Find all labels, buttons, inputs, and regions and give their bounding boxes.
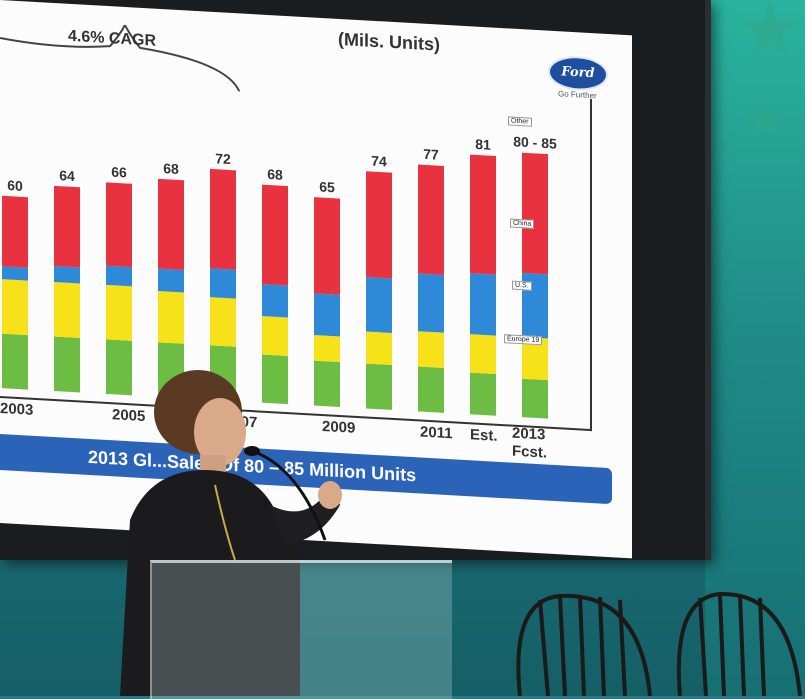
bar-total-label: 64: [59, 167, 75, 184]
bar-segment-u-s-: [314, 335, 340, 363]
bar-segment-u-s-: [106, 284, 132, 341]
bar-segment-china: [158, 268, 184, 293]
bar-segment-europe-19: [418, 366, 444, 413]
bar-segment-u-s-: [418, 331, 444, 368]
bar-segment-other: [366, 171, 392, 279]
bar-segment-europe-19: [106, 339, 132, 396]
bar-total-label: 81: [475, 136, 491, 153]
display-screen: (Mils. Units) 4.6% CAGR Ford Go Further …: [0, 0, 711, 560]
bar-segment-china: [262, 284, 288, 318]
bar-segment-europe-19: [522, 378, 548, 419]
bar-segment-china: [2, 266, 28, 281]
bar-total-label: 77: [423, 146, 439, 163]
bar-segment-u-s-: [54, 282, 80, 338]
bar-total-label: 68: [267, 166, 283, 183]
bar-segment-u-s-: [158, 291, 184, 344]
bar-segment-europe-19: [262, 354, 288, 405]
bar-segment-china: [210, 268, 236, 299]
bar-total-label: 66: [111, 164, 127, 181]
bar-segment-u-s-: [366, 331, 392, 366]
bar-segment-europe-19: [366, 363, 392, 410]
bar-segment-other: [158, 178, 184, 271]
bar-segment-u-s-: [522, 337, 548, 381]
bar-segment-other: [2, 195, 28, 268]
bar-segment-u-s-: [210, 297, 236, 347]
stacked-bar-chart: 60 64 66 68 72 68 65 74 77 81 80 - 85: [2, 133, 557, 419]
bar-segment-china: [106, 265, 132, 287]
bar-total-label: 80 - 85: [513, 133, 557, 151]
bar-total-label: 72: [215, 150, 231, 167]
bar-segment-europe-19: [470, 372, 496, 416]
bar-total-label: 60: [7, 177, 23, 194]
bar-segment-china: [314, 293, 340, 337]
glass-podium: [150, 560, 452, 699]
bar-segment-europe-19: [314, 360, 340, 408]
bar-segment-other: [522, 152, 548, 275]
bar-segment-china: [366, 277, 392, 333]
bar-segment-china: [54, 265, 80, 284]
bar-segment-other: [262, 184, 288, 286]
bar-segment-u-s-: [2, 279, 28, 336]
chart-area: 60 64 66 68 72 68 65 74 77 81 80 - 85: [0, 66, 592, 432]
bar-segment-china: [418, 273, 444, 333]
cagr-bracket: [0, 22, 241, 93]
bar-total-label: 74: [371, 153, 387, 170]
bar-segment-other: [314, 197, 340, 295]
bar-segment-other: [54, 185, 80, 268]
bar-segment-u-s-: [262, 316, 288, 357]
bar-total-label: 65: [319, 178, 335, 195]
bar-segment-other: [470, 154, 496, 275]
bar-segment-other: [106, 182, 132, 268]
bar-segment-other: [210, 168, 236, 270]
bar-segment-china: [470, 273, 496, 336]
presentation-slide: (Mils. Units) 4.6% CAGR Ford Go Further …: [0, 0, 632, 559]
bar-total-label: 68: [163, 160, 179, 177]
bar-segment-europe-19: [54, 336, 80, 393]
bar-segment-other: [418, 164, 444, 275]
bar-segment-u-s-: [470, 334, 496, 375]
bar-segment-europe-19: [2, 333, 28, 390]
